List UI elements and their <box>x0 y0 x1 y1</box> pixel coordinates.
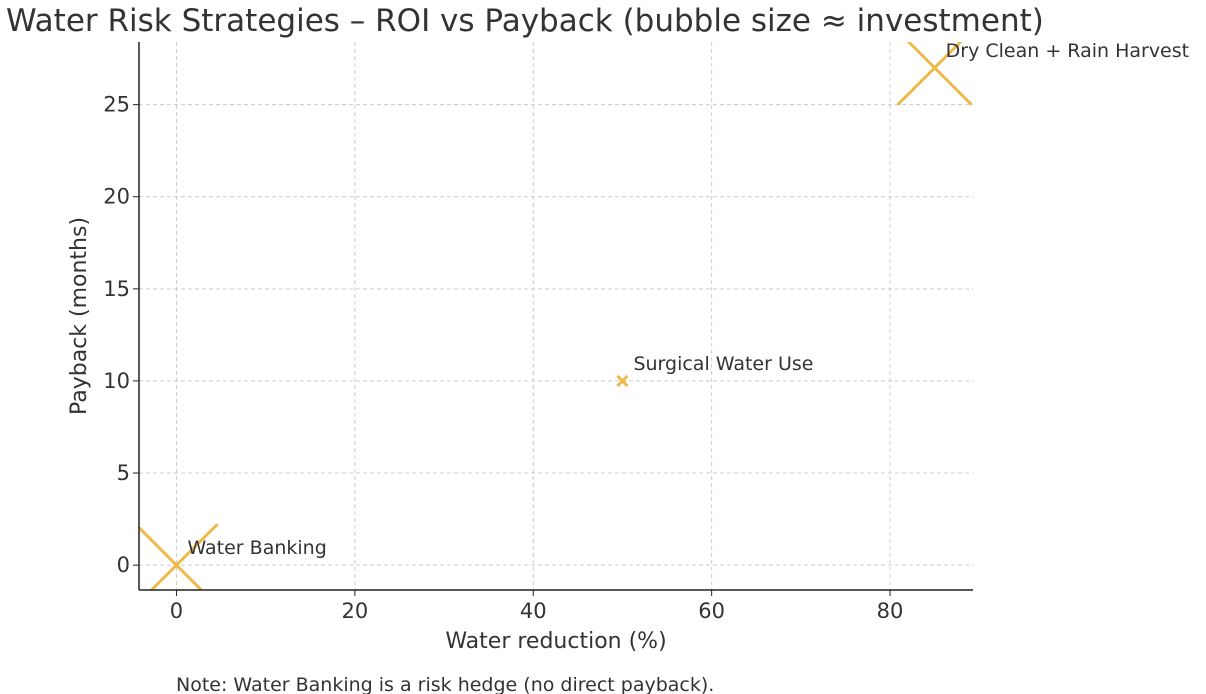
y-tick-label: 5 <box>117 461 130 485</box>
data-point-label: Dry Clean + Rain Harvest <box>946 40 1189 62</box>
data-point-label: Water Banking <box>187 537 326 559</box>
chart-note: Note: Water Banking is a risk hedge (no … <box>176 674 714 694</box>
y-tick-label: 0 <box>117 553 130 577</box>
x-tick-label: 60 <box>698 599 725 623</box>
x-tick-label: 20 <box>341 599 368 623</box>
y-axis-label: Payback (months) <box>67 217 92 415</box>
y-tick-label: 20 <box>103 185 130 209</box>
grid <box>139 42 973 590</box>
ticks: 0 20 40 60 80 0 5 10 15 20 25 <box>103 93 903 623</box>
point-labels: Water Banking Surgical Water Use Dry Clean… <box>187 40 1189 559</box>
y-tick-label: 15 <box>103 277 130 301</box>
x-tick-label: 80 <box>877 599 904 623</box>
marker-stroke <box>896 42 963 106</box>
x-axis-label: Water reduction (%) <box>445 629 666 654</box>
data-point-marker <box>896 42 973 106</box>
marker-stroke <box>616 374 629 388</box>
marker-stroke <box>149 523 219 590</box>
y-tick-label: 10 <box>103 369 130 393</box>
y-tick-label: 25 <box>103 93 130 117</box>
data-point-marker <box>139 523 219 590</box>
marks <box>139 42 973 590</box>
data-point-marker <box>616 374 629 388</box>
x-tick-label: 0 <box>170 599 183 623</box>
chart-title: Water Risk Strategies – ROI vs Payback (… <box>6 3 1044 39</box>
x-tick-label: 40 <box>520 599 547 623</box>
data-point-label: Surgical Water Use <box>633 353 813 375</box>
